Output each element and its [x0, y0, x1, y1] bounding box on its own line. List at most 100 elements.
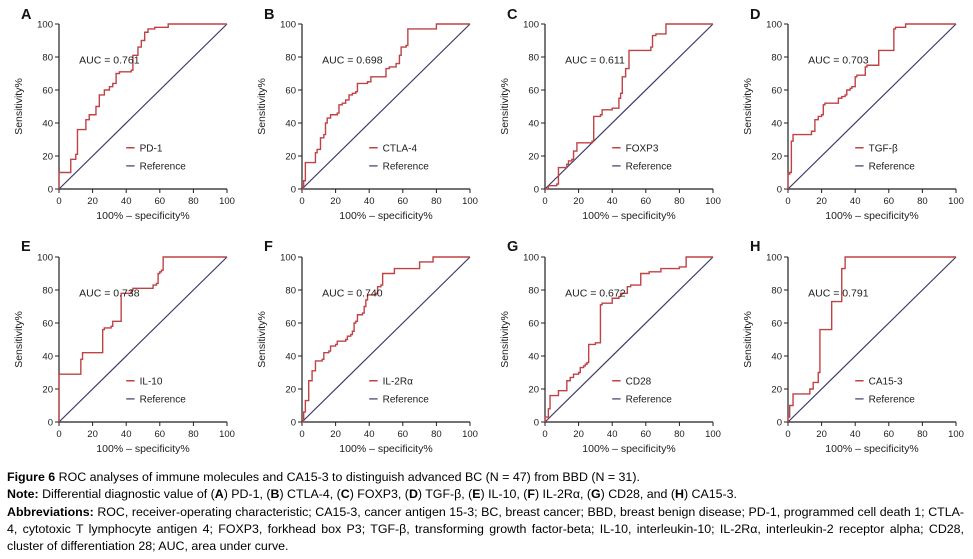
caption-text: Differential diagnostic value of ( [42, 487, 215, 502]
caption-text: ) IL-10, ( [480, 487, 528, 502]
y-axis-title: Sensitivity% [256, 311, 268, 368]
caption-text: ) CTLA-4, ( [279, 487, 341, 502]
auc-label: AUC = 0.740 [322, 288, 383, 300]
caption-text: ROC analyses of immune molecules and CA1… [58, 470, 640, 484]
roc-plot-h: 00 20 20 40 40 60 60 80 80 100 100 Sensitivity% 100%… [742, 253, 964, 456]
legend-reference-label: Reference [626, 161, 673, 172]
x-tick-label: 40 [850, 429, 861, 440]
roc-curve [787, 23, 956, 189]
y-axis-title: Sensitivity% [13, 311, 25, 368]
caption-figure-line: Figure 6 ROC analyses of immune molecule… [7, 469, 964, 486]
caption-text: ) CA15-3. [683, 487, 737, 502]
caption-text: ) IL-2Rα, ( [534, 487, 591, 502]
y-tick-label: 20 [771, 385, 782, 396]
auc-label: AUC = 0.698 [322, 55, 383, 67]
caption-bold-text: D [408, 487, 418, 502]
auc-label: AUC = 0.703 [808, 55, 869, 67]
x-tick-label: 0 [542, 429, 547, 440]
panel-c: C 0 0 20 20 40 40 60 60 80 80 100 100 Sensitivity% 10… [486, 0, 729, 230]
x-axis-title: 100% – specificity% [582, 443, 675, 455]
y-tick-label: 60 [285, 319, 296, 330]
x-axis-title: 100% – specificity% [96, 443, 189, 455]
x-tick-label: 100 [705, 429, 721, 440]
x-tick-label: 20 [87, 196, 98, 207]
y-tick-label: 100 [37, 253, 53, 264]
y-tick-label: 80 [42, 286, 53, 297]
x-tick-label: 100 [705, 196, 721, 207]
panel-row-top: A 0 0 20 20 40 40 60 60 80 80 100 100 Sensitivity% 10… [0, 0, 973, 230]
x-axis-title: 100% – specificity% [582, 210, 675, 222]
caption-text: ROC, receiver-operating characteristic; … [7, 504, 964, 554]
panel-letter-g: G [507, 239, 519, 255]
x-tick-label: 40 [364, 429, 375, 440]
auc-label: AUC = 0.672 [565, 288, 626, 300]
roc-plot-f: 00 20 20 40 40 60 60 80 80 100 100 Sensitivity% 100%… [256, 253, 478, 456]
y-tick-label: 80 [528, 53, 539, 64]
legend-reference-label: Reference [140, 394, 187, 405]
panel-letter-b: B [264, 7, 275, 23]
y-tick-label: 20 [528, 152, 539, 163]
x-tick-label: 60 [641, 196, 652, 207]
roc-curve [545, 23, 713, 190]
reference-line [58, 256, 228, 423]
x-tick-label: 40 [121, 196, 132, 207]
x-tick-label: 100 [462, 429, 478, 440]
panel-letter-e: E [21, 239, 32, 255]
y-tick-label: 0 [48, 185, 53, 196]
caption-bold-text: B [270, 487, 280, 502]
caption-bold-text: Note: [7, 487, 43, 502]
roc-plot-a: 00 20 20 40 40 60 60 80 80 100 100 Sensitivity% 100%… [13, 20, 235, 223]
caption-bold-text: F [527, 487, 535, 502]
x-tick-label: 100 [219, 196, 235, 207]
legend-series-label: CA15-3 [869, 376, 903, 387]
x-tick-label: 20 [816, 429, 827, 440]
auc-label: AUC = 0.761 [79, 55, 140, 67]
y-tick-label: 100 [766, 20, 782, 31]
y-tick-label: 20 [42, 152, 53, 163]
x-tick-label: 60 [884, 196, 895, 207]
x-tick-label: 60 [155, 196, 166, 207]
legend-series-label: CD28 [626, 376, 652, 387]
y-tick-label: 40 [771, 352, 782, 363]
y-tick-label: 20 [285, 385, 296, 396]
legend-reference-label: Reference [869, 161, 916, 172]
caption-bold-text: Abbreviations: [7, 504, 98, 519]
y-tick-label: 0 [48, 418, 53, 429]
legend-series-label: CTLA-4 [383, 143, 418, 154]
x-tick-label: 80 [917, 196, 928, 207]
reference-line [58, 23, 228, 190]
x-tick-label: 20 [573, 429, 584, 440]
y-tick-label: 80 [771, 286, 782, 297]
y-tick-label: 80 [285, 286, 296, 297]
x-tick-label: 80 [431, 429, 442, 440]
roc-plot-d: 00 20 20 40 40 60 60 80 80 100 100 Sensitivity% 100%… [742, 20, 964, 223]
legend-reference-label: Reference [869, 394, 916, 405]
x-tick-label: 40 [850, 196, 861, 207]
y-tick-label: 40 [42, 119, 53, 130]
caption-bold-text: Figure 6 [7, 470, 59, 484]
x-axis-title: 100% – specificity% [825, 443, 918, 455]
caption-text: ) FOXP3, ( [349, 487, 409, 502]
y-tick-label: 100 [280, 20, 296, 31]
y-tick-label: 40 [42, 352, 53, 363]
reference-line [544, 256, 714, 423]
x-tick-label: 40 [607, 196, 618, 207]
panel-g: G 0 0 20 20 40 40 60 60 80 80 100 100 Sensitivity% 10… [486, 230, 729, 465]
caption-text: ) CD28, and ( [600, 487, 676, 502]
auc-label: AUC = 0.738 [79, 288, 140, 300]
y-tick-label: 80 [42, 53, 53, 64]
caption-bold-text: G [591, 487, 601, 502]
caption-bold-text: E [472, 487, 481, 502]
y-tick-label: 80 [771, 53, 782, 64]
roc-plot-g: 00 20 20 40 40 60 60 80 80 100 100 Sensitivity% 100%… [499, 253, 721, 456]
y-tick-label: 100 [523, 253, 539, 264]
y-tick-label: 20 [285, 152, 296, 163]
figure-6: A 0 0 20 20 40 40 60 60 80 80 100 100 Sensitivity% 10… [0, 0, 973, 465]
x-tick-label: 20 [87, 429, 98, 440]
y-tick-label: 0 [777, 185, 782, 196]
y-tick-label: 60 [42, 319, 53, 330]
figure-caption: Figure 6 ROC analyses of immune molecule… [0, 465, 973, 555]
x-tick-label: 0 [56, 429, 61, 440]
x-tick-label: 20 [573, 196, 584, 207]
legend-series-label: PD-1 [140, 143, 163, 154]
